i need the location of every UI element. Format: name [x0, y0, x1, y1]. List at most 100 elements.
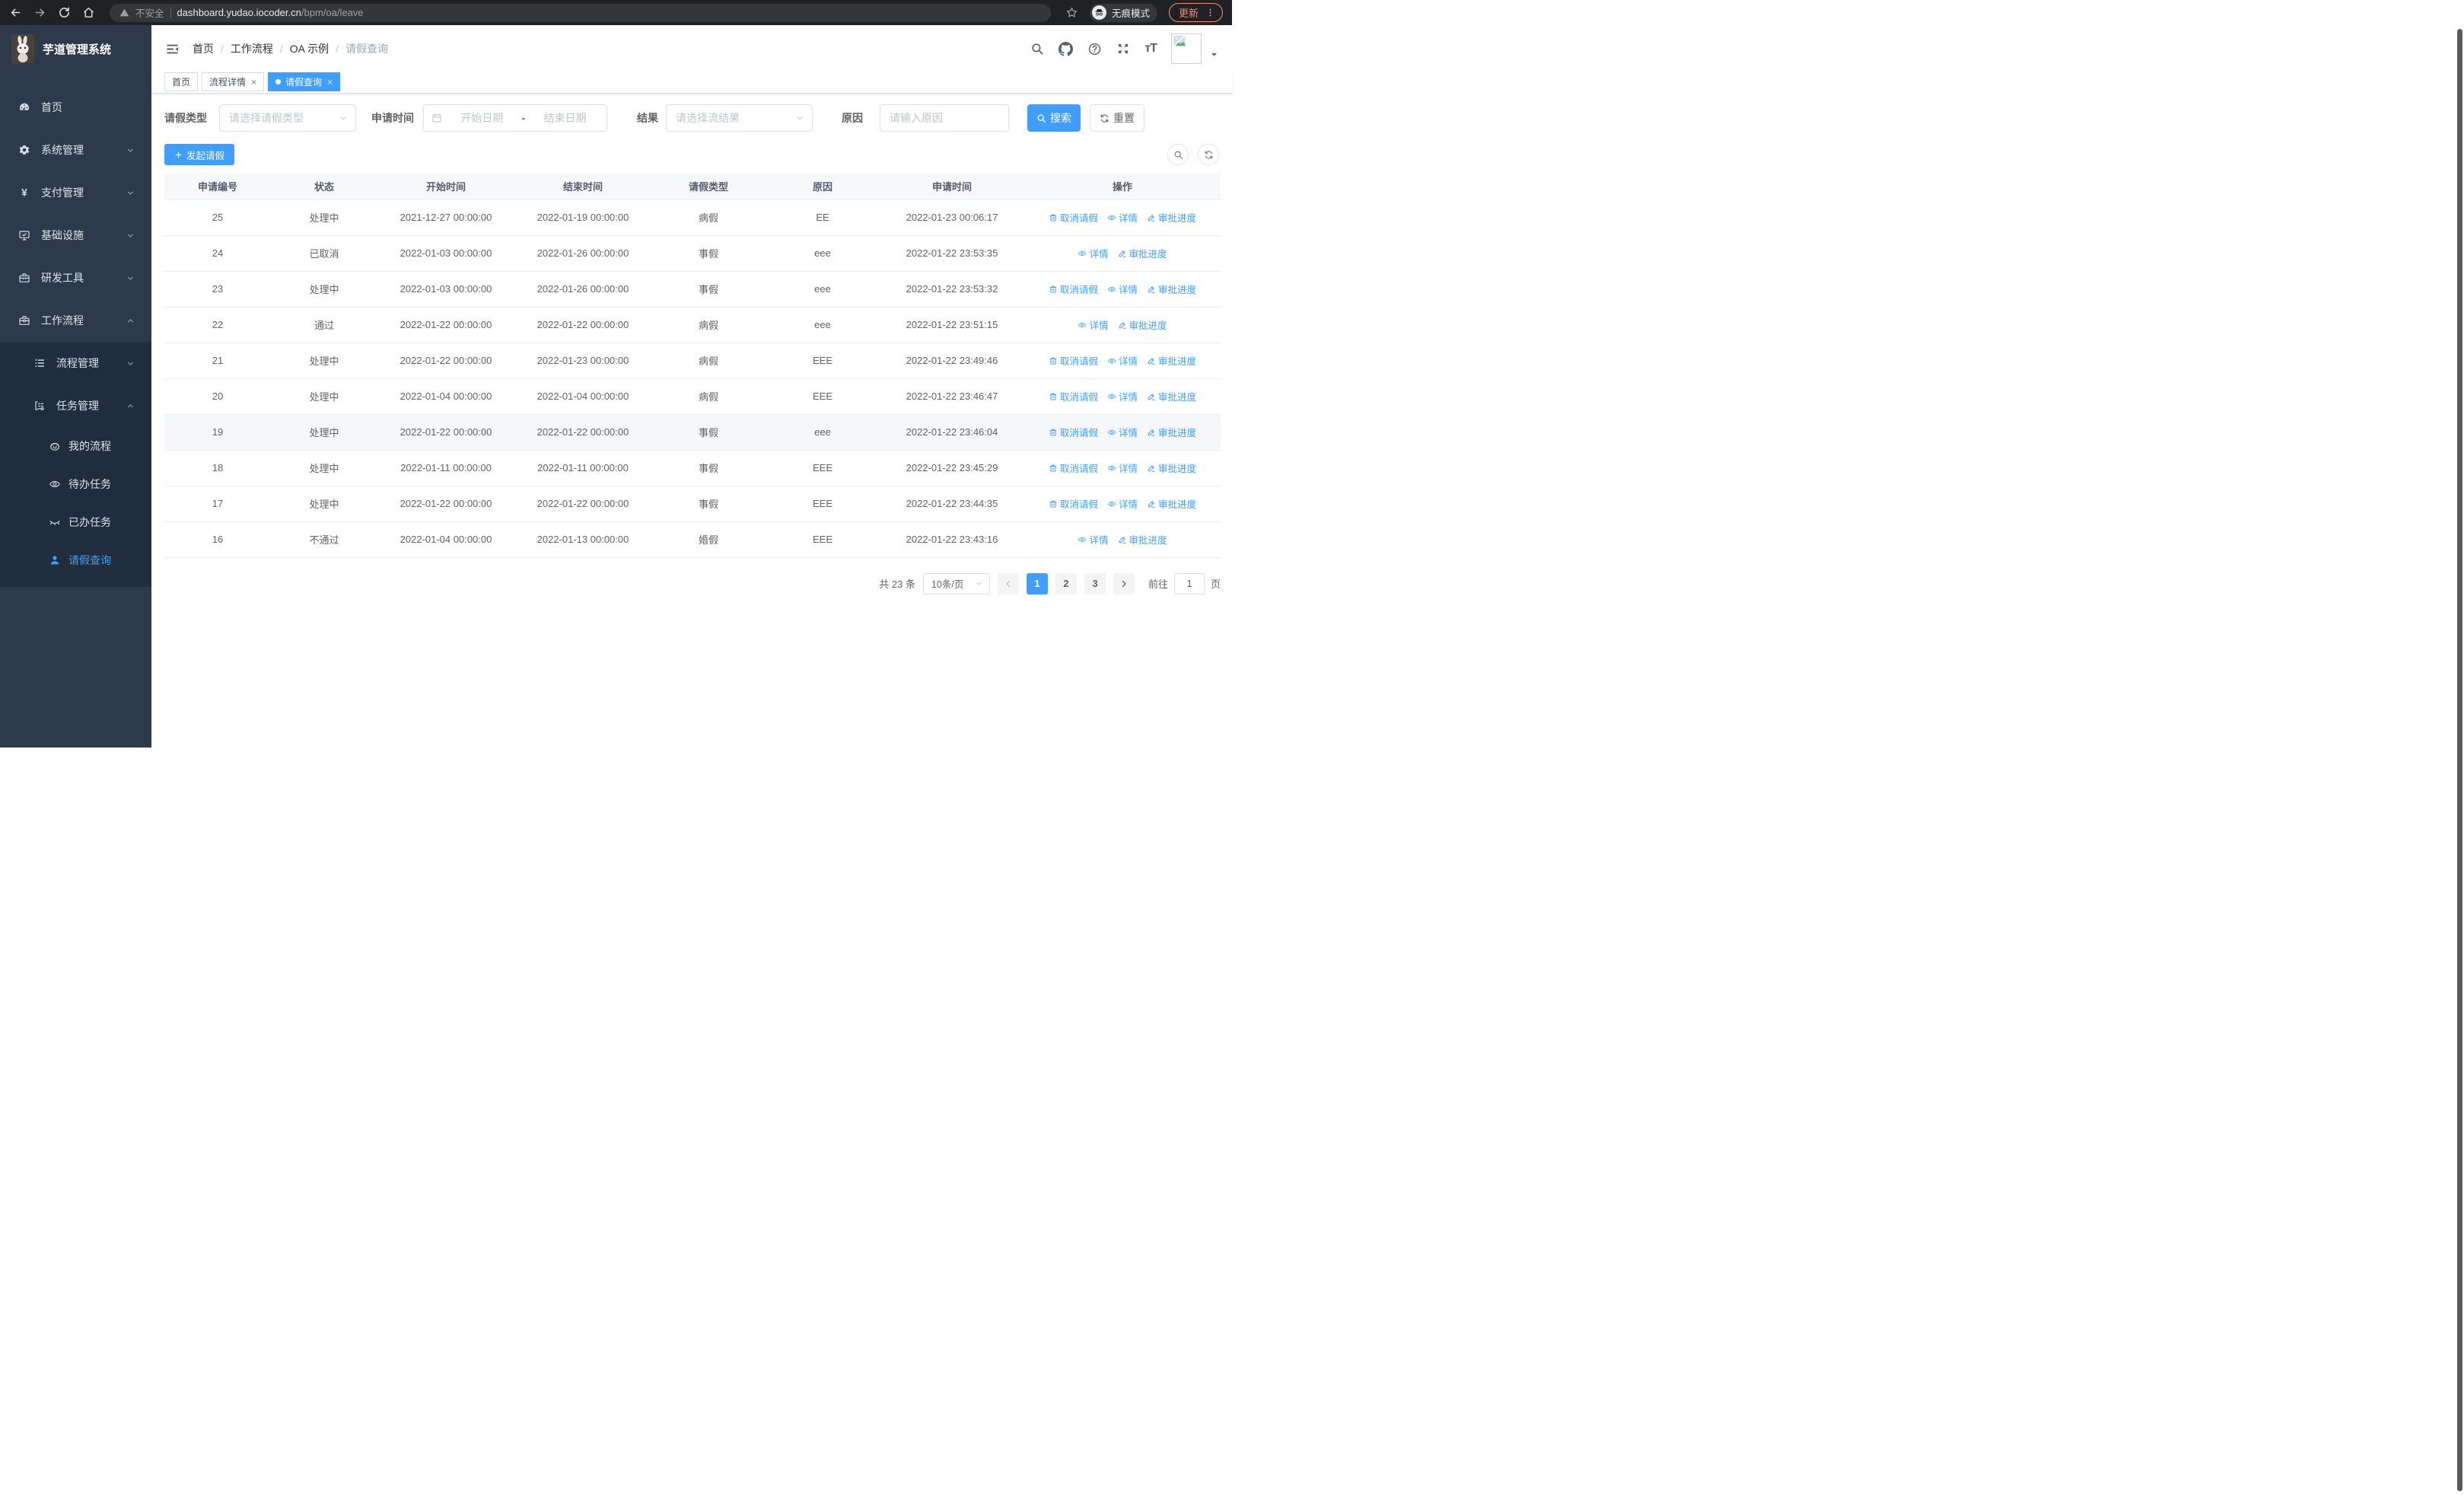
- detail-action-link[interactable]: 详情: [1107, 496, 1138, 511]
- detail-action-link[interactable]: 详情: [1078, 246, 1109, 260]
- progress-action-link[interactable]: 审批进度: [1118, 532, 1167, 547]
- cancel-action-link[interactable]: 取消请假: [1049, 210, 1098, 225]
- browser-update-button[interactable]: 更新: [1168, 3, 1223, 22]
- sidebar-item-已办任务[interactable]: 已办任务: [0, 503, 151, 541]
- chevron-down-icon: [126, 359, 135, 368]
- result-select[interactable]: 请选择流结果: [666, 104, 813, 132]
- result-placeholder: 请选择流结果: [676, 112, 740, 124]
- progress-action-link[interactable]: 审批进度: [1147, 425, 1196, 439]
- prev-page-button[interactable]: [997, 572, 1019, 594]
- progress-action-link[interactable]: 审批进度: [1147, 389, 1196, 403]
- cancel-action-link[interactable]: 取消请假: [1049, 282, 1098, 296]
- toggle-search-button[interactable]: [1167, 144, 1189, 165]
- edit-icon: [1147, 356, 1156, 365]
- sidebar-item-请假查询[interactable]: 请假查询: [0, 541, 151, 579]
- forward-icon[interactable]: [33, 6, 46, 19]
- date-start-placeholder[interactable]: 开始日期: [460, 112, 504, 124]
- breadcrumb-item[interactable]: 工作流程: [230, 43, 273, 55]
- page-button-2[interactable]: 2: [1055, 572, 1077, 594]
- sidebar-item-支付管理[interactable]: ¥ 支付管理: [0, 171, 151, 214]
- chevron-down-icon: [339, 113, 348, 123]
- page-size-select[interactable]: 10条/页: [922, 572, 990, 594]
- chevron-down-icon[interactable]: [1210, 50, 1218, 59]
- sidebar-item-系统管理[interactable]: 系统管理: [0, 129, 151, 171]
- sidebar-item-工作流程[interactable]: 工作流程: [0, 299, 151, 342]
- bookmark-star-icon[interactable]: [1065, 6, 1078, 19]
- browser-menu-icon[interactable]: [1205, 8, 1215, 18]
- progress-action-link[interactable]: 审批进度: [1118, 246, 1167, 260]
- sidebar-item-我的流程[interactable]: 我的流程: [0, 427, 151, 465]
- security-label[interactable]: 不安全: [135, 8, 164, 19]
- detail-action-link[interactable]: 详情: [1107, 282, 1138, 296]
- help-icon[interactable]: [1087, 42, 1102, 56]
- detail-action-link[interactable]: 详情: [1078, 532, 1109, 547]
- progress-action-link[interactable]: 审批进度: [1147, 461, 1196, 475]
- update-label[interactable]: 更新: [1178, 8, 1199, 19]
- detail-action-link[interactable]: 详情: [1107, 210, 1138, 225]
- page-button-1[interactable]: 1: [1026, 572, 1048, 594]
- tab-请假查询[interactable]: 请假查询 ×: [268, 72, 341, 91]
- sidebar-collapse-icon[interactable]: [165, 42, 180, 56]
- page-button-3[interactable]: 3: [1084, 572, 1106, 594]
- cell-type: 事假: [651, 450, 766, 486]
- cancel-action-link[interactable]: 取消请假: [1049, 353, 1098, 368]
- tab-流程详情[interactable]: 流程详情 ×: [202, 72, 265, 91]
- back-icon[interactable]: [9, 6, 22, 19]
- sidebar-item-首页[interactable]: 首页: [0, 86, 151, 129]
- progress-action-link[interactable]: 审批进度: [1147, 210, 1196, 225]
- create-leave-button[interactable]: 发起请假: [164, 144, 235, 165]
- detail-action-link[interactable]: 详情: [1107, 425, 1138, 439]
- progress-action-link[interactable]: 审批进度: [1147, 496, 1196, 511]
- page-scrollbar[interactable]: [2457, 29, 2462, 1491]
- breadcrumb-item[interactable]: 首页: [193, 43, 214, 55]
- cell-apply_time: 2022-01-22 23:49:46: [880, 343, 1024, 379]
- date-end-placeholder[interactable]: 结束日期: [543, 112, 587, 124]
- fullscreen-icon[interactable]: [1116, 42, 1130, 56]
- detail-action-link[interactable]: 详情: [1107, 389, 1138, 403]
- page-size-value: 10条/页: [931, 579, 964, 590]
- sidebar-item-待办任务[interactable]: 待办任务: [0, 465, 151, 503]
- result-label: 结果: [637, 112, 658, 124]
- search-icon[interactable]: [1030, 42, 1044, 56]
- cell-start: 2022-01-22 00:00:00: [377, 414, 514, 451]
- detail-action-link[interactable]: 详情: [1107, 461, 1138, 475]
- cancel-action-link[interactable]: 取消请假: [1049, 496, 1098, 511]
- address-bar[interactable]: 不安全 dashboard.yudao.iocoder.cn/bpm/oa/le…: [110, 3, 1051, 22]
- progress-action-link[interactable]: 审批进度: [1118, 317, 1167, 332]
- cancel-action-link[interactable]: 取消请假: [1049, 389, 1098, 403]
- cancel-action-link[interactable]: 取消请假: [1049, 425, 1098, 439]
- home-icon[interactable]: [82, 6, 95, 19]
- sidebar-item-流程管理[interactable]: 流程管理: [0, 342, 151, 384]
- sidebar-item-label: 支付管理: [41, 186, 84, 199]
- font-size-icon[interactable]: тT: [1144, 42, 1157, 55]
- close-icon[interactable]: ×: [251, 76, 257, 88]
- close-icon[interactable]: ×: [327, 76, 333, 88]
- cancel-action-link[interactable]: 取消请假: [1049, 461, 1098, 475]
- goto-page-input[interactable]: [1173, 572, 1205, 594]
- cell-reason: eee: [766, 271, 880, 308]
- cell-type: 事假: [651, 271, 766, 308]
- column-header: 原因: [766, 173, 880, 200]
- sidebar-item-研发工具[interactable]: 研发工具: [0, 257, 151, 299]
- sidebar-item-任务管理[interactable]: 任务管理: [0, 384, 151, 427]
- detail-action-link[interactable]: 详情: [1107, 353, 1138, 368]
- reload-icon[interactable]: [58, 6, 71, 19]
- detail-action-label: 详情: [1118, 428, 1138, 438]
- leave-type-select[interactable]: 请选择请假类型: [219, 104, 356, 132]
- progress-action-link[interactable]: 审批进度: [1147, 282, 1196, 296]
- reset-button[interactable]: 重置: [1090, 104, 1144, 132]
- sidebar-item-基础设施[interactable]: 基础设施: [0, 214, 151, 257]
- breadcrumb-item[interactable]: OA 示例: [289, 43, 329, 55]
- progress-action-link[interactable]: 审批进度: [1147, 353, 1196, 368]
- tab-首页[interactable]: 首页: [164, 72, 199, 91]
- github-icon[interactable]: [1059, 41, 1074, 56]
- next-page-button[interactable]: [1113, 572, 1135, 594]
- cell-actions: 取消请假 详情 审批进度: [1024, 378, 1221, 415]
- avatar[interactable]: [1171, 33, 1202, 64]
- reason-input[interactable]: [890, 112, 999, 124]
- edit-icon: [1147, 464, 1156, 473]
- refresh-table-button[interactable]: [1198, 144, 1219, 165]
- apply-time-range-picker[interactable]: 开始日期 - 结束日期: [423, 104, 607, 132]
- detail-action-link[interactable]: 详情: [1078, 317, 1109, 332]
- search-button[interactable]: 搜索: [1027, 104, 1081, 132]
